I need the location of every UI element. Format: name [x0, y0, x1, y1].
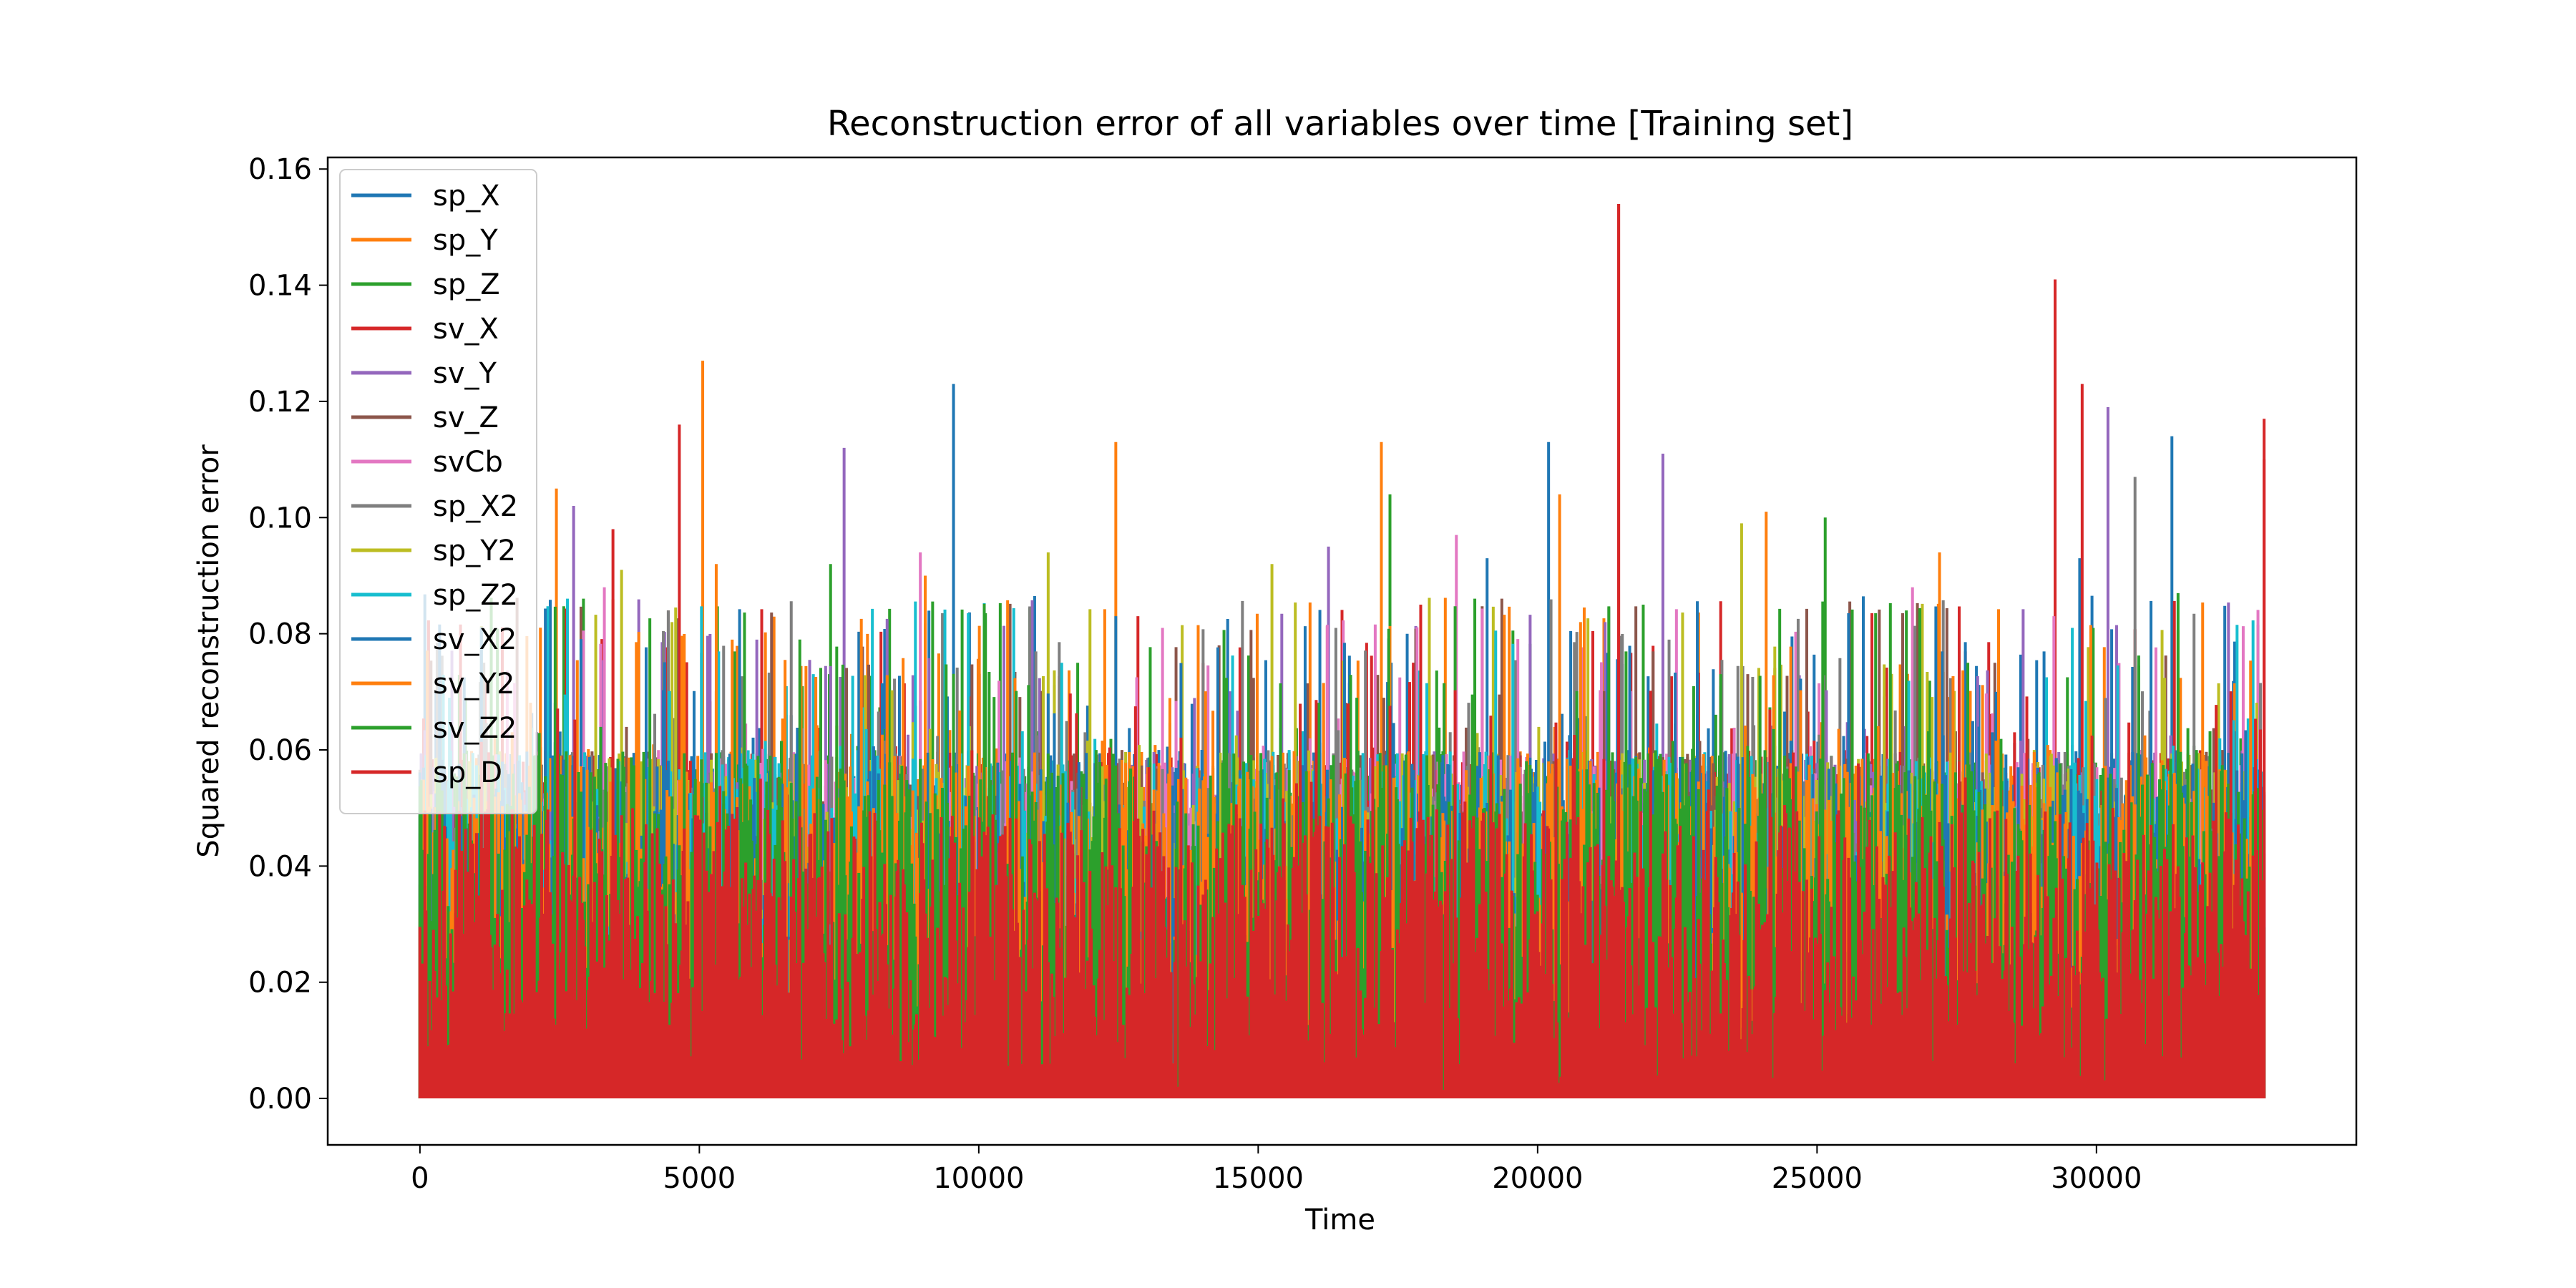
legend-frame: [339, 169, 537, 814]
chart-title: Reconstruction error of all variables ov…: [827, 104, 1853, 144]
legend-label-sv_Z2: sv_Z2: [433, 712, 517, 745]
legend-label-sp_Y: sp_Y: [433, 224, 498, 257]
x-tick-label: 25000: [1772, 1162, 1863, 1195]
y-tick-label: 0.16: [248, 153, 312, 186]
y-tick-label: 0.10: [248, 502, 312, 535]
x-tick-label: 10000: [933, 1162, 1024, 1195]
legend-label-sp_Y2: sp_Y2: [433, 535, 516, 567]
legend-label-sp_X: sp_X: [433, 180, 500, 213]
legend-label-sv_X: sv_X: [433, 313, 499, 346]
y-tick-label: 0.00: [248, 1083, 312, 1116]
x-axis-label: Time: [1304, 1204, 1375, 1236]
legend-label-sv_Z: sv_Z: [433, 401, 499, 434]
legend-label-sp_Z: sp_Z: [433, 268, 500, 301]
plot-frame: [326, 156, 2358, 1146]
legend-label-sp_X2: sp_X2: [433, 490, 518, 523]
legend-label-svCb: svCb: [433, 446, 503, 479]
y-tick-label: 0.02: [248, 967, 312, 1000]
y-tick-label: 0.06: [248, 734, 312, 767]
y-axis: 0.00 0.02 0.04 0.06 0.08 0.10 0.12 0.14 0.16: [248, 153, 328, 1116]
x-axis: 0 5000 10000 15000 20000 25000 30000: [411, 1145, 2142, 1195]
y-tick-label: 0.14: [248, 270, 312, 303]
x-tick-label: 15000: [1213, 1162, 1304, 1195]
x-tick-label: 20000: [1492, 1162, 1583, 1195]
legend-label-sp_Z2: sp_Z2: [433, 579, 518, 612]
legend-label-sv_X2: sv_X2: [433, 623, 517, 656]
series-line-sp_D: [418, 203, 2266, 1099]
plot-area: [418, 203, 2266, 1099]
x-tick-label: 5000: [663, 1162, 736, 1195]
y-axis-label: Squared reconstruction error: [192, 444, 225, 858]
y-tick-label: 0.08: [248, 618, 312, 651]
legend: sp_X sp_Y sp_Z sv_X sv_Y sv_Z svCb sp_X2 sp_Y2sp…: [339, 169, 537, 814]
y-tick-label: 0.04: [248, 850, 312, 883]
legend-label-sv_Y: sv_Y: [433, 357, 497, 390]
x-tick-label: 0: [411, 1162, 429, 1195]
y-tick-label: 0.12: [248, 386, 312, 419]
x-tick-label: 30000: [2051, 1162, 2142, 1195]
legend-label-sp_D: sp_D: [433, 756, 502, 789]
legend-label-sv_Y2: sv_Y2: [433, 668, 514, 701]
